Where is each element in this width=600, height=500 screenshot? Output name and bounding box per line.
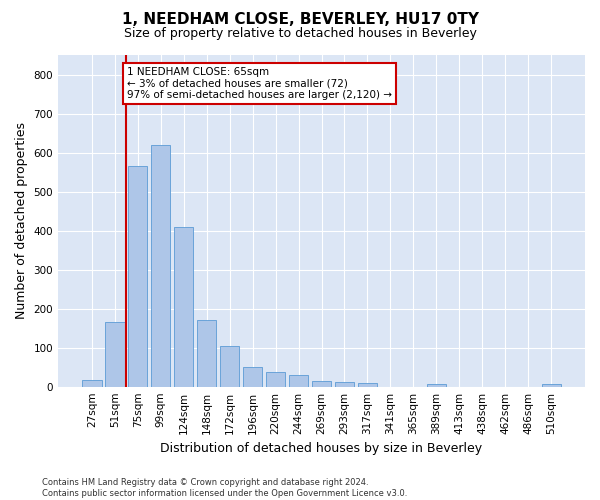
Bar <box>220 346 239 387</box>
X-axis label: Distribution of detached houses by size in Beverley: Distribution of detached houses by size … <box>160 442 482 455</box>
Bar <box>105 322 125 386</box>
Bar <box>358 383 377 386</box>
Y-axis label: Number of detached properties: Number of detached properties <box>15 122 28 320</box>
Text: Size of property relative to detached houses in Beverley: Size of property relative to detached ho… <box>124 28 476 40</box>
Bar <box>312 381 331 386</box>
Bar <box>335 382 354 386</box>
Bar <box>542 384 561 386</box>
Bar <box>82 380 101 386</box>
Text: 1, NEEDHAM CLOSE, BEVERLEY, HU17 0TY: 1, NEEDHAM CLOSE, BEVERLEY, HU17 0TY <box>121 12 479 28</box>
Bar <box>427 384 446 386</box>
Bar <box>243 367 262 386</box>
Bar <box>174 226 193 386</box>
Bar <box>197 320 217 386</box>
Bar <box>128 166 148 386</box>
Bar <box>266 372 286 386</box>
Text: Contains HM Land Registry data © Crown copyright and database right 2024.
Contai: Contains HM Land Registry data © Crown c… <box>42 478 407 498</box>
Bar <box>151 144 170 386</box>
Text: 1 NEEDHAM CLOSE: 65sqm
← 3% of detached houses are smaller (72)
97% of semi-deta: 1 NEEDHAM CLOSE: 65sqm ← 3% of detached … <box>127 66 392 100</box>
Bar <box>289 375 308 386</box>
